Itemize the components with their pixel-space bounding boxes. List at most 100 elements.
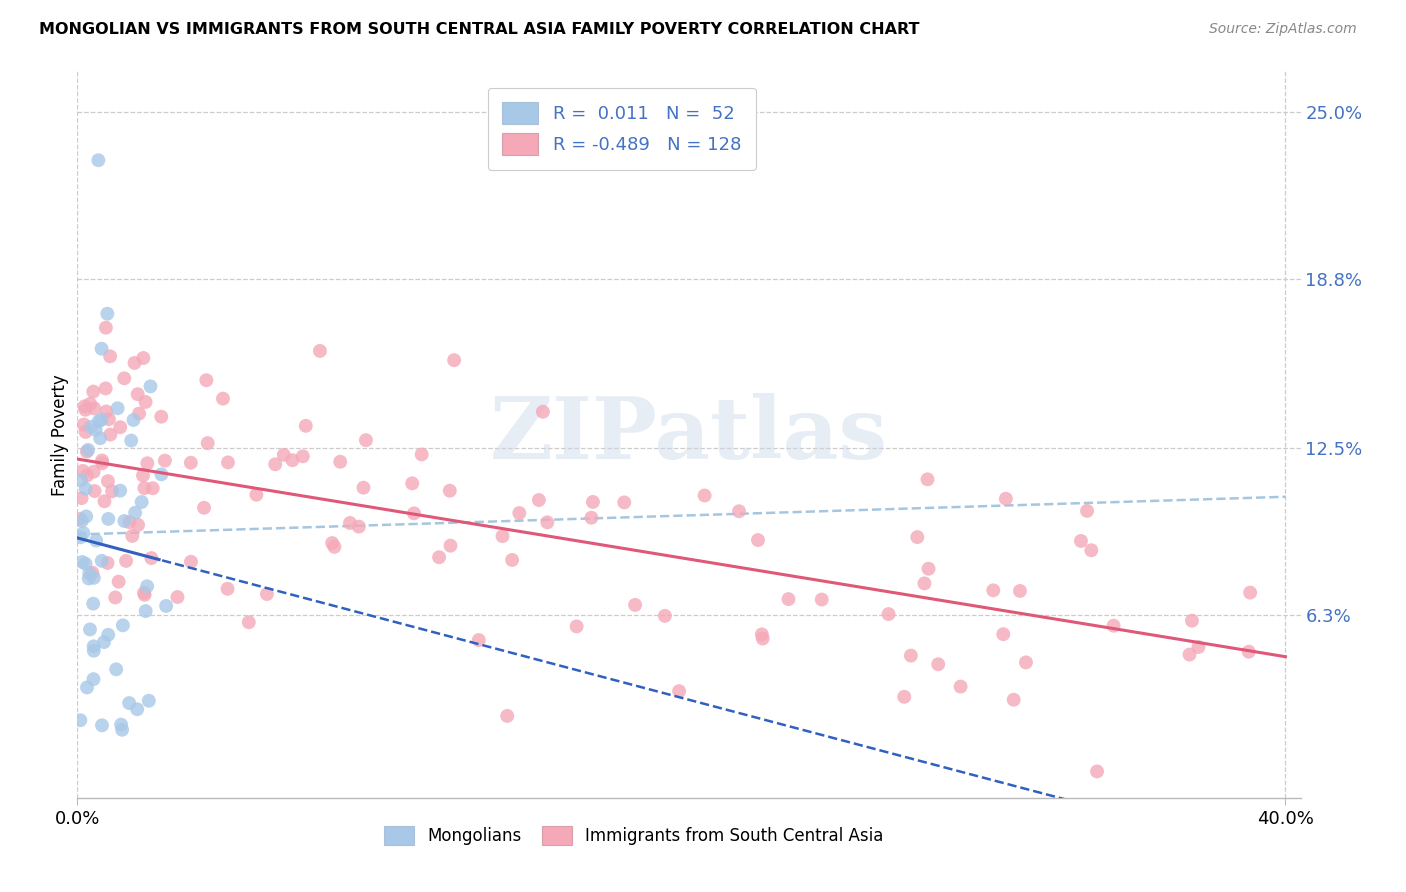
Point: [82, 597, 104, 611]
Point: [1080, 543, 1102, 558]
Point: [124, 506, 146, 520]
Point: [166, 590, 188, 604]
Point: [347, 519, 370, 533]
Text: MONGOLIAN VS IMMIGRANTS FROM SOUTH CENTRAL ASIA FAMILY POVERTY CORRELATION CHART: MONGOLIAN VS IMMIGRANTS FROM SOUTH CENTR…: [39, 22, 920, 37]
Point: [75, 482, 97, 496]
Point: [294, 418, 316, 433]
Point: [83, 571, 105, 585]
Point: [427, 550, 450, 565]
Point: [112, 371, 135, 385]
Point: [139, 379, 162, 393]
Point: [97, 474, 120, 488]
Point: [212, 392, 235, 406]
Point: [93, 635, 115, 649]
Point: [91, 453, 114, 467]
Point: [496, 709, 519, 723]
Point: [69, 512, 91, 526]
Point: [439, 483, 461, 498]
Point: [110, 420, 132, 434]
Point: [1181, 614, 1204, 628]
Point: [747, 533, 769, 547]
Point: [97, 628, 120, 642]
Point: [84, 423, 107, 437]
Point: [291, 450, 314, 464]
Point: [131, 495, 153, 509]
Point: [72, 555, 94, 569]
Point: [111, 618, 134, 632]
Point: [89, 431, 111, 445]
Point: [900, 648, 922, 663]
Point: [1237, 645, 1260, 659]
Point: [531, 405, 554, 419]
Point: [96, 556, 118, 570]
Point: [75, 425, 97, 439]
Point: [87, 153, 110, 168]
Point: [401, 476, 423, 491]
Point: [264, 458, 287, 472]
Point: [751, 627, 773, 641]
Point: [180, 456, 202, 470]
Point: [668, 684, 690, 698]
Point: [83, 484, 105, 499]
Point: [70, 514, 93, 528]
Point: [84, 533, 107, 548]
Point: [624, 598, 647, 612]
Point: [136, 579, 159, 593]
Point: [197, 436, 219, 450]
Point: [443, 353, 465, 368]
Point: [1187, 640, 1209, 654]
Point: [245, 488, 267, 502]
Point: [83, 644, 105, 658]
Point: [76, 468, 98, 483]
Point: [121, 529, 143, 543]
Point: [256, 587, 278, 601]
Point: [97, 412, 120, 426]
Point: [654, 608, 676, 623]
Point: [180, 555, 202, 569]
Point: [1102, 618, 1125, 632]
Point: [238, 615, 260, 630]
Point: [565, 619, 588, 633]
Point: [69, 530, 91, 544]
Point: [508, 506, 530, 520]
Point: [110, 717, 132, 731]
Point: [90, 554, 112, 568]
Point: [82, 672, 104, 686]
Point: [1015, 656, 1038, 670]
Point: [82, 384, 104, 399]
Point: [150, 409, 173, 424]
Point: [993, 627, 1015, 641]
Point: [69, 713, 91, 727]
Point: [118, 515, 141, 529]
Point: [97, 512, 120, 526]
Point: [122, 413, 145, 427]
Point: [134, 588, 156, 602]
Point: [70, 491, 93, 505]
Point: [354, 433, 377, 447]
Point: [353, 481, 375, 495]
Point: [893, 690, 915, 704]
Point: [135, 395, 157, 409]
Point: [77, 566, 100, 581]
Point: [90, 342, 112, 356]
Point: [101, 484, 124, 499]
Point: [75, 557, 97, 571]
Point: [142, 481, 165, 495]
Point: [72, 526, 94, 541]
Point: [77, 442, 100, 457]
Point: [108, 483, 131, 498]
Legend: Mongolians, Immigrants from South Central Asia: Mongolians, Immigrants from South Centra…: [378, 820, 890, 852]
Point: [411, 447, 433, 461]
Point: [127, 702, 149, 716]
Text: Source: ZipAtlas.com: Source: ZipAtlas.com: [1209, 22, 1357, 37]
Point: [912, 576, 935, 591]
Point: [309, 343, 332, 358]
Point: [73, 417, 96, 432]
Point: [778, 592, 800, 607]
Point: [155, 599, 177, 613]
Point: [917, 562, 939, 576]
Point: [150, 467, 173, 482]
Point: [120, 434, 142, 448]
Point: [82, 566, 104, 580]
Point: [917, 472, 939, 486]
